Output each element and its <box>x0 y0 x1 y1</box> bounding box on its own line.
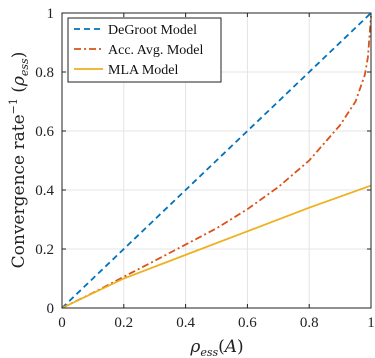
series-line-acc-avg-model <box>61 15 372 309</box>
x-tick-label: 0.4 <box>176 315 195 331</box>
y-tick-label: 0.8 <box>35 65 54 81</box>
series-line-degroot-model <box>61 12 372 309</box>
legend: DeGroot Model Acc. Avg. Model MLA Model <box>67 17 222 83</box>
series-layer <box>61 12 372 309</box>
y-tick-label: 1 <box>47 6 55 22</box>
legend-box <box>67 17 222 83</box>
legend-label: MLA Model <box>108 63 179 78</box>
legend-label: Acc. Avg. Model <box>108 43 203 58</box>
plot-frame <box>61 12 372 309</box>
x-axis-label: ρess(A) <box>189 337 243 358</box>
series-line-mla-model <box>61 184 372 309</box>
y-tick-labels: 0 0.2 0.4 0.6 0.8 1 <box>35 6 54 317</box>
x-tick-label: 0.2 <box>114 315 133 331</box>
tick-marks <box>61 12 372 309</box>
y-tick-label: 0.6 <box>35 124 54 140</box>
y-tick-label: 0.4 <box>35 183 54 199</box>
y-tick-label: 0.2 <box>35 242 54 258</box>
x-tick-label: 0.8 <box>300 315 319 331</box>
x-tick-label: 1 <box>367 315 375 331</box>
y-tick-label: 0 <box>47 301 55 317</box>
x-tick-label: 0 <box>58 315 66 331</box>
x-tick-label: 0.6 <box>238 315 257 331</box>
x-tick-labels: 0 0.2 0.4 0.6 0.8 1 <box>58 315 375 331</box>
legend-label: DeGroot Model <box>108 23 197 38</box>
y-axis-label: Convergence rate−1 (ρess) <box>7 52 31 269</box>
